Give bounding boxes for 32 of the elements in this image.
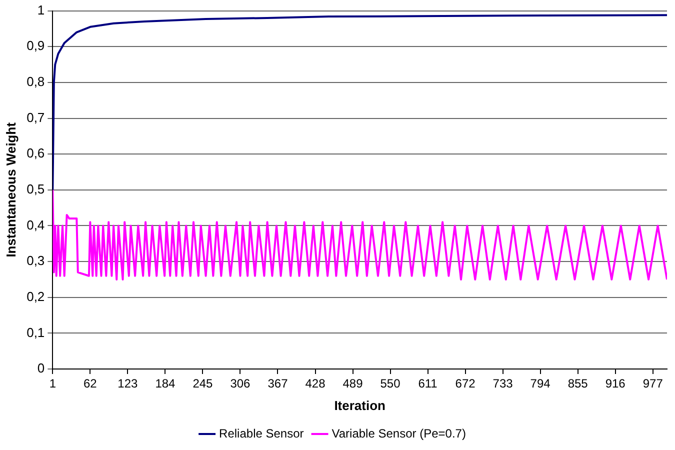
y-tick-label: 0,2 bbox=[26, 288, 45, 304]
x-tick-label: 245 bbox=[192, 376, 214, 391]
x-tick-label: 611 bbox=[418, 376, 438, 391]
y-tick-label: 0,7 bbox=[26, 110, 45, 125]
y-tick-label: 0,9 bbox=[26, 38, 45, 54]
x-tick-label: 977 bbox=[642, 376, 664, 391]
x-tick-label: 306 bbox=[230, 376, 251, 391]
x-tick-label: 672 bbox=[455, 376, 476, 391]
x-tick-label: 550 bbox=[380, 376, 401, 391]
y-tick-label: 0,1 bbox=[26, 324, 45, 340]
x-tick-label: 184 bbox=[155, 376, 176, 391]
x-tick-label: 123 bbox=[118, 376, 138, 391]
legend-label: Reliable Sensor bbox=[219, 426, 304, 440]
y-tick-label: 0,5 bbox=[26, 181, 45, 196]
x-tick-label: 489 bbox=[342, 376, 364, 391]
x-tick-label: 733 bbox=[492, 376, 514, 391]
y-tick-label: 1 bbox=[37, 2, 45, 18]
y-axis-title: Instantaneous Weight bbox=[3, 122, 18, 258]
y-tick-label: 0 bbox=[37, 360, 45, 376]
x-tick-label: 794 bbox=[530, 376, 551, 391]
x-axis-title: Iteration bbox=[334, 398, 386, 413]
x-tick-label: 916 bbox=[605, 376, 626, 391]
x-tick-label: 428 bbox=[305, 376, 326, 391]
y-tick-label: 0,4 bbox=[26, 217, 45, 232]
y-tick-label: 0,3 bbox=[26, 253, 45, 268]
x-tick-label: 62 bbox=[84, 376, 98, 391]
x-tick-label: 367 bbox=[268, 376, 288, 391]
y-tick-label: 0,6 bbox=[26, 146, 45, 161]
x-tick-label: 1 bbox=[49, 376, 56, 391]
y-tick-label: 0,8 bbox=[26, 74, 45, 90]
x-tick-label: 855 bbox=[568, 376, 588, 391]
legend-label: Variable Sensor (Pe=0.7) bbox=[332, 426, 466, 440]
